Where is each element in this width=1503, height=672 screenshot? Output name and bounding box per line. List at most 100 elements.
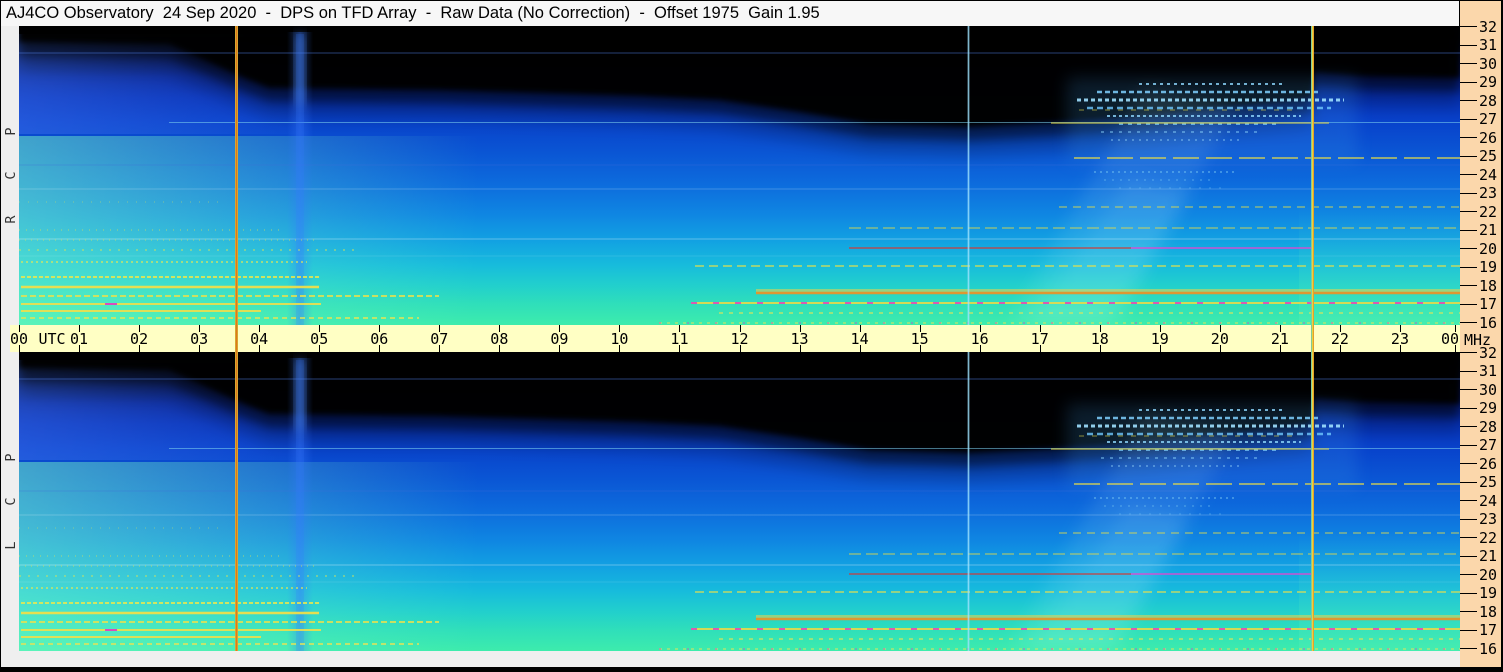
time-tick: [619, 345, 621, 352]
time-tick-label: 19: [1150, 329, 1169, 348]
freq-tick-label: 30: [1478, 380, 1497, 399]
freq-tick: [1460, 229, 1477, 231]
freq-tick: [1460, 537, 1477, 538]
time-tick-label: 15: [910, 329, 929, 348]
freq-tick: [1460, 407, 1477, 409]
vertical-marker-line: [1311, 26, 1315, 651]
time-tick: [619, 325, 621, 332]
freq-tick: [1460, 629, 1477, 631]
spectrogram-rcp: [19, 26, 1460, 325]
time-tick-label: 01: [70, 329, 89, 348]
time-tick-label: 06: [370, 329, 389, 348]
time-tick-label: 00: [1440, 329, 1459, 348]
freq-tick-label: 21: [1478, 547, 1497, 565]
time-tick: [199, 345, 201, 352]
time-tick: [1039, 325, 1041, 332]
time-tick: [139, 325, 141, 332]
freq-tick-label: 16: [1478, 313, 1497, 332]
time-tick-label: 03: [190, 329, 209, 348]
freq-tick: [1460, 26, 1477, 27]
time-tick: [1399, 345, 1401, 352]
time-tick-label: 04: [250, 329, 269, 348]
freq-tick: [1460, 322, 1477, 323]
time-tick: [1159, 345, 1161, 352]
freq-tick: [1460, 426, 1477, 427]
time-tick-label: 17: [1030, 329, 1049, 348]
time-tick: [1039, 345, 1041, 352]
time-tick: [1279, 325, 1281, 332]
freq-tick-label: 28: [1478, 417, 1497, 436]
time-tick: [379, 345, 381, 352]
freq-tick: [1460, 555, 1477, 557]
mhz-unit-label: MHz: [1464, 331, 1492, 349]
time-tick-label: 23: [1390, 329, 1409, 348]
time-tick-label: 13: [790, 329, 809, 348]
time-tick-label: 00: [9, 329, 29, 348]
time-tick: [679, 325, 681, 332]
freq-tick: [1460, 389, 1477, 390]
time-tick: [319, 325, 321, 332]
lcp-polarization-letter: P: [2, 452, 19, 462]
freq-tick-label: 16: [1478, 639, 1497, 658]
rcp-polarization-letter: C: [2, 170, 19, 180]
freq-tick: [1460, 118, 1477, 120]
rcp-polarization-letter: R: [2, 214, 19, 224]
rcp-polarization-letter: P: [2, 126, 19, 136]
time-tick: [1399, 325, 1401, 332]
time-tick: [559, 325, 561, 332]
freq-tick-label: 22: [1478, 202, 1497, 221]
time-tick: [919, 325, 921, 332]
freq-tick-label: 32: [1478, 343, 1497, 362]
freq-tick-label: 29: [1478, 399, 1497, 417]
freq-tick-label: 25: [1478, 147, 1497, 165]
time-tick-label: 21: [1270, 329, 1289, 348]
freq-tick: [1460, 500, 1477, 501]
time-tick-label: 11: [670, 329, 689, 348]
time-tick-label: 18: [1090, 329, 1109, 348]
time-tick: [1279, 345, 1281, 352]
time-tick: [499, 345, 501, 352]
time-tick-label: 14: [850, 329, 869, 348]
freq-tick-label: 21: [1478, 221, 1497, 239]
page-title: AJ4CO Observatory 24 Sep 2020 - DPS on T…: [6, 4, 820, 22]
time-tick: [1219, 325, 1221, 332]
freq-tick: [1460, 303, 1477, 305]
freq-tick: [1460, 370, 1477, 372]
lcp-polarization-letter: L: [2, 540, 19, 550]
freq-tick-label: 30: [1478, 54, 1497, 73]
freq-tick-label: 24: [1478, 491, 1497, 510]
time-tick: [1219, 345, 1221, 352]
freq-tick: [1460, 463, 1477, 464]
freq-tick-label: 27: [1478, 436, 1497, 454]
freq-tick: [1460, 137, 1477, 138]
time-tick: [739, 325, 741, 332]
freq-tick-label: 17: [1478, 295, 1497, 313]
time-tick: [19, 345, 20, 352]
time-axis: UTC 00 01 02 03 04 05 06 07 08 09 10 11 12 13 14 15 16 17…: [10, 325, 1460, 352]
freq-tick: [1460, 611, 1477, 612]
time-tick: [259, 325, 261, 332]
time-tick: [559, 345, 561, 352]
time-tick: [679, 345, 681, 352]
freq-tick-label: 25: [1478, 473, 1497, 491]
freq-tick: [1460, 648, 1477, 649]
time-tick: [979, 345, 981, 352]
time-tick-label: 22: [1330, 329, 1349, 348]
freq-tick: [1460, 285, 1477, 286]
freq-tick: [1460, 81, 1477, 83]
time-tick: [259, 345, 261, 352]
freq-tick-label: 19: [1478, 584, 1497, 602]
freq-tick-label: 23: [1478, 184, 1497, 202]
freq-tick: [1460, 518, 1477, 520]
freq-tick-label: 26: [1478, 454, 1497, 473]
freq-tick: [1460, 352, 1477, 353]
time-tick: [1099, 325, 1101, 332]
freq-tick: [1460, 100, 1477, 101]
time-tick: [1339, 325, 1341, 332]
time-tick: [79, 325, 81, 332]
time-tick-label: 05: [310, 329, 329, 348]
freq-tick-label: 19: [1478, 258, 1497, 276]
vertical-marker-line: [234, 26, 238, 651]
freq-tick-label: 20: [1478, 565, 1497, 584]
